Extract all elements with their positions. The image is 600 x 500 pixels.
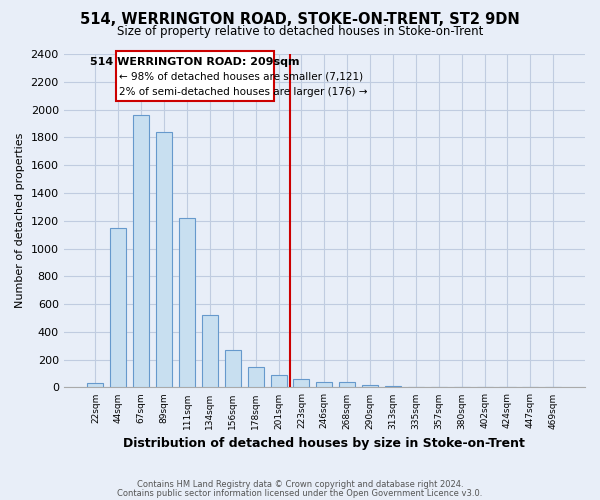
Y-axis label: Number of detached properties: Number of detached properties	[15, 133, 25, 308]
Bar	[293, 379, 310, 388]
Text: 514, WERRINGTON ROAD, STOKE-ON-TRENT, ST2 9DN: 514, WERRINGTON ROAD, STOKE-ON-TRENT, ST…	[80, 12, 520, 28]
Bar	[88, 384, 103, 388]
Bar	[116, 51, 274, 101]
Text: ← 98% of detached houses are smaller (7,121): ← 98% of detached houses are smaller (7,…	[119, 72, 364, 82]
Bar	[133, 115, 149, 388]
Bar	[385, 386, 401, 388]
Bar	[179, 218, 195, 388]
Bar	[431, 386, 447, 388]
Bar	[248, 366, 263, 388]
Bar	[156, 132, 172, 388]
Text: Contains public sector information licensed under the Open Government Licence v3: Contains public sector information licen…	[118, 488, 482, 498]
Bar	[408, 386, 424, 388]
Bar	[362, 386, 378, 388]
X-axis label: Distribution of detached houses by size in Stoke-on-Trent: Distribution of detached houses by size …	[124, 437, 525, 450]
Bar	[271, 375, 287, 388]
Bar	[202, 315, 218, 388]
Bar	[316, 382, 332, 388]
Text: Size of property relative to detached houses in Stoke-on-Trent: Size of property relative to detached ho…	[117, 25, 483, 38]
Bar	[339, 382, 355, 388]
Text: 514 WERRINGTON ROAD: 209sqm: 514 WERRINGTON ROAD: 209sqm	[90, 57, 300, 67]
Bar	[110, 228, 126, 388]
Text: 2% of semi-detached houses are larger (176) →: 2% of semi-detached houses are larger (1…	[119, 86, 368, 97]
Text: Contains HM Land Registry data © Crown copyright and database right 2024.: Contains HM Land Registry data © Crown c…	[137, 480, 463, 489]
Bar	[225, 350, 241, 388]
